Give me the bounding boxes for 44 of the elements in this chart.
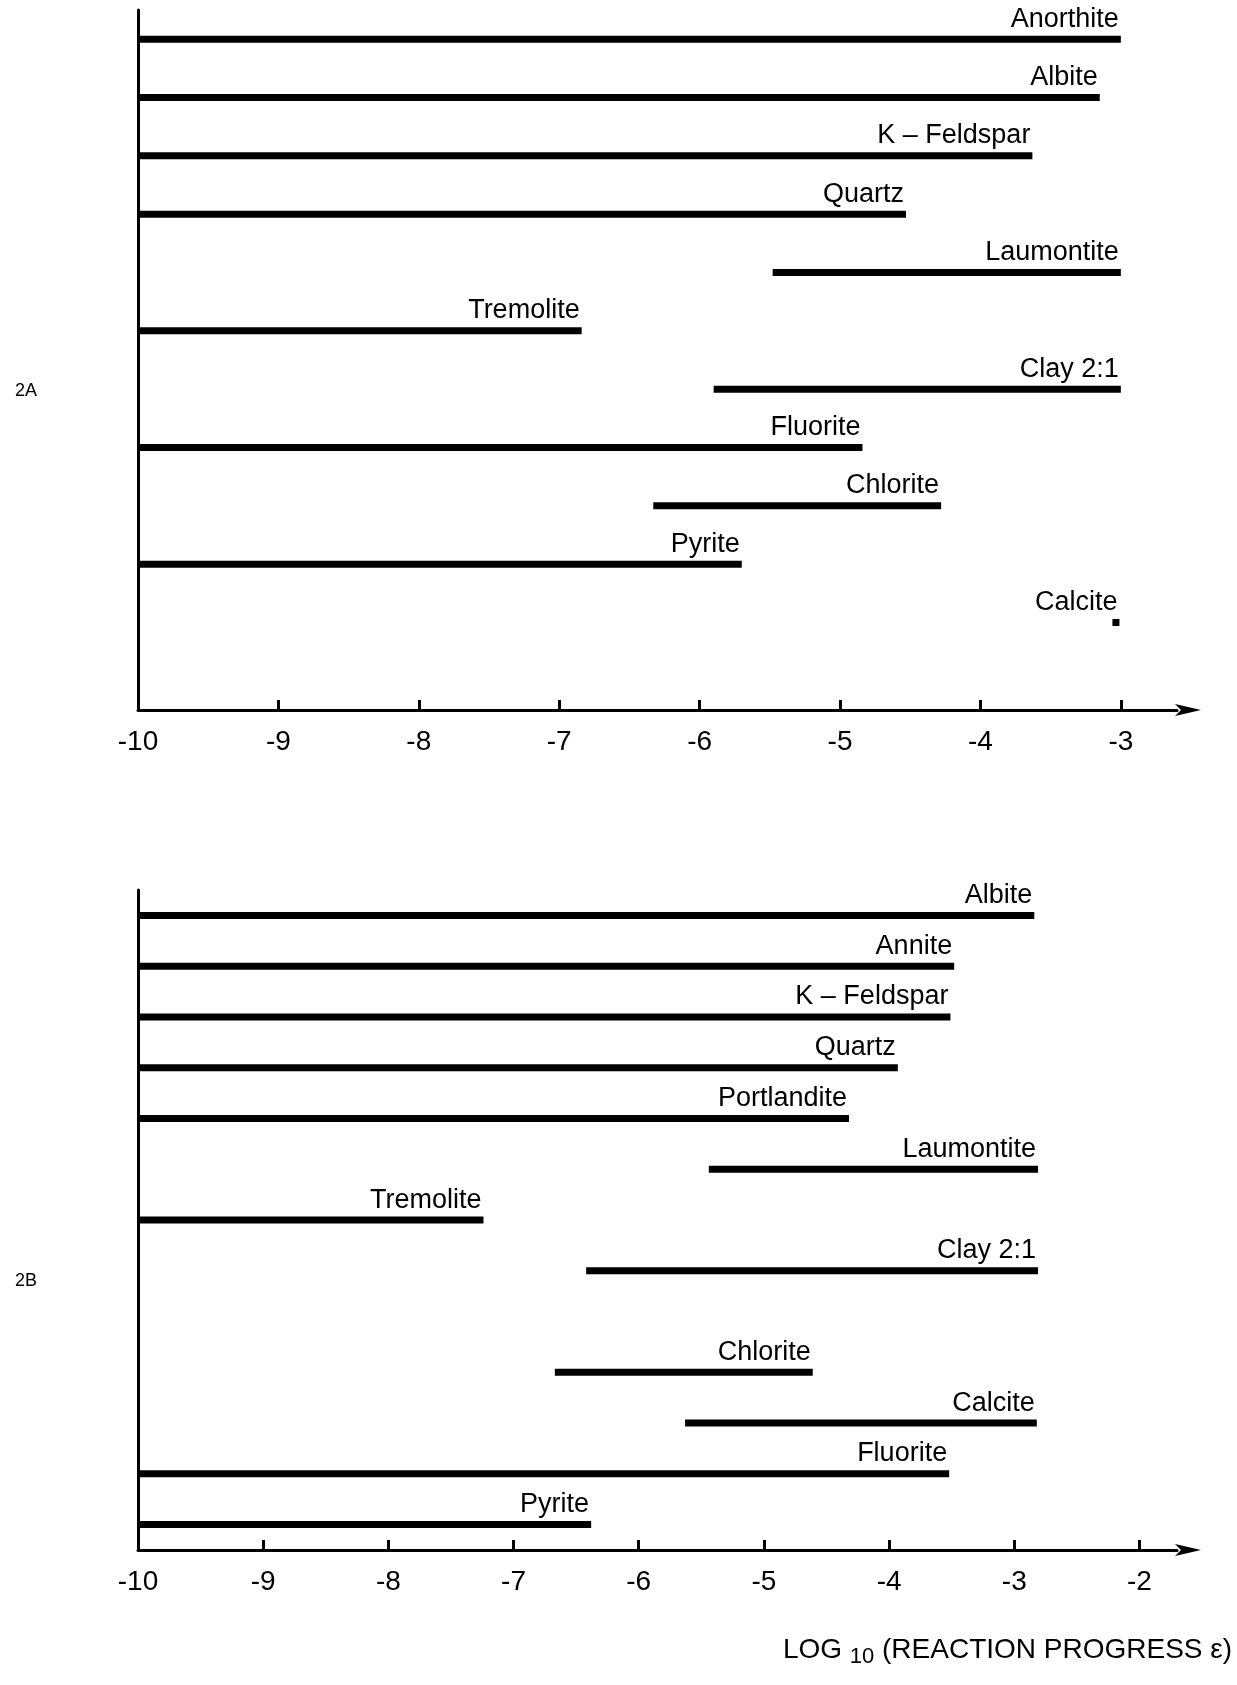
x-tick-label: -10	[117, 724, 159, 756]
x-tick-label: -3	[1108, 724, 1134, 756]
category-label: Clay 2:1	[1019, 352, 1119, 383]
y-tick-label: Albite	[964, 878, 1033, 909]
bar	[1112, 619, 1120, 626]
bar	[554, 1368, 813, 1376]
bar	[772, 269, 1121, 276]
x-tick-label: -3	[1001, 1564, 1027, 1596]
x-tick-label: -10	[117, 1564, 159, 1596]
x-tick-label: -9	[250, 1564, 276, 1596]
x-tick-label: -8	[406, 724, 432, 756]
y-tick-label: Laumontite	[902, 1132, 1037, 1163]
y-tick-label: Fluorite	[857, 1437, 948, 1468]
x-tick-label: -8	[375, 1564, 401, 1596]
x-axis-title: LOG 10 (REACTION PROGRESS ε)	[782, 1632, 1233, 1668]
category-label: Fluorite	[770, 411, 861, 441]
x-tick-label: -4	[967, 724, 993, 756]
category-label: Laumontite	[985, 236, 1119, 266]
category-label: Pyrite	[670, 527, 740, 558]
bar	[708, 1165, 1039, 1173]
category-label: Albite	[1030, 61, 1098, 91]
x-tick-label: -5	[827, 724, 853, 756]
bar	[685, 1419, 1037, 1427]
y-tick-label: Calcite	[952, 1386, 1035, 1417]
x-tick-label: -5	[751, 1564, 777, 1596]
y-tick-label: Clay 2:1	[936, 1234, 1037, 1265]
bar	[653, 502, 942, 510]
category-label: Tremolite	[468, 294, 580, 325]
text: 2A	[15, 380, 38, 400]
category-label: Calcite	[1034, 586, 1118, 616]
x-tick-label: -6	[687, 724, 713, 756]
y-tick-label: Annite	[875, 929, 953, 960]
x-tick-label: -4	[876, 1564, 902, 1596]
y-tick-label: Portlandite	[717, 1081, 848, 1112]
y-tick-label: K – Feldspar	[795, 980, 949, 1011]
bar	[586, 1267, 1039, 1275]
x-tick-label: -6	[626, 1564, 652, 1596]
text: 2B	[15, 1270, 38, 1290]
x-tick-label: -7	[546, 724, 572, 756]
x-tick-label: -9	[265, 724, 291, 756]
x-tick-label: -2	[1126, 1564, 1152, 1596]
x-tick-label: -7	[501, 1564, 526, 1596]
bar	[713, 385, 1121, 393]
category-label: Anorthite	[1010, 2, 1119, 33]
